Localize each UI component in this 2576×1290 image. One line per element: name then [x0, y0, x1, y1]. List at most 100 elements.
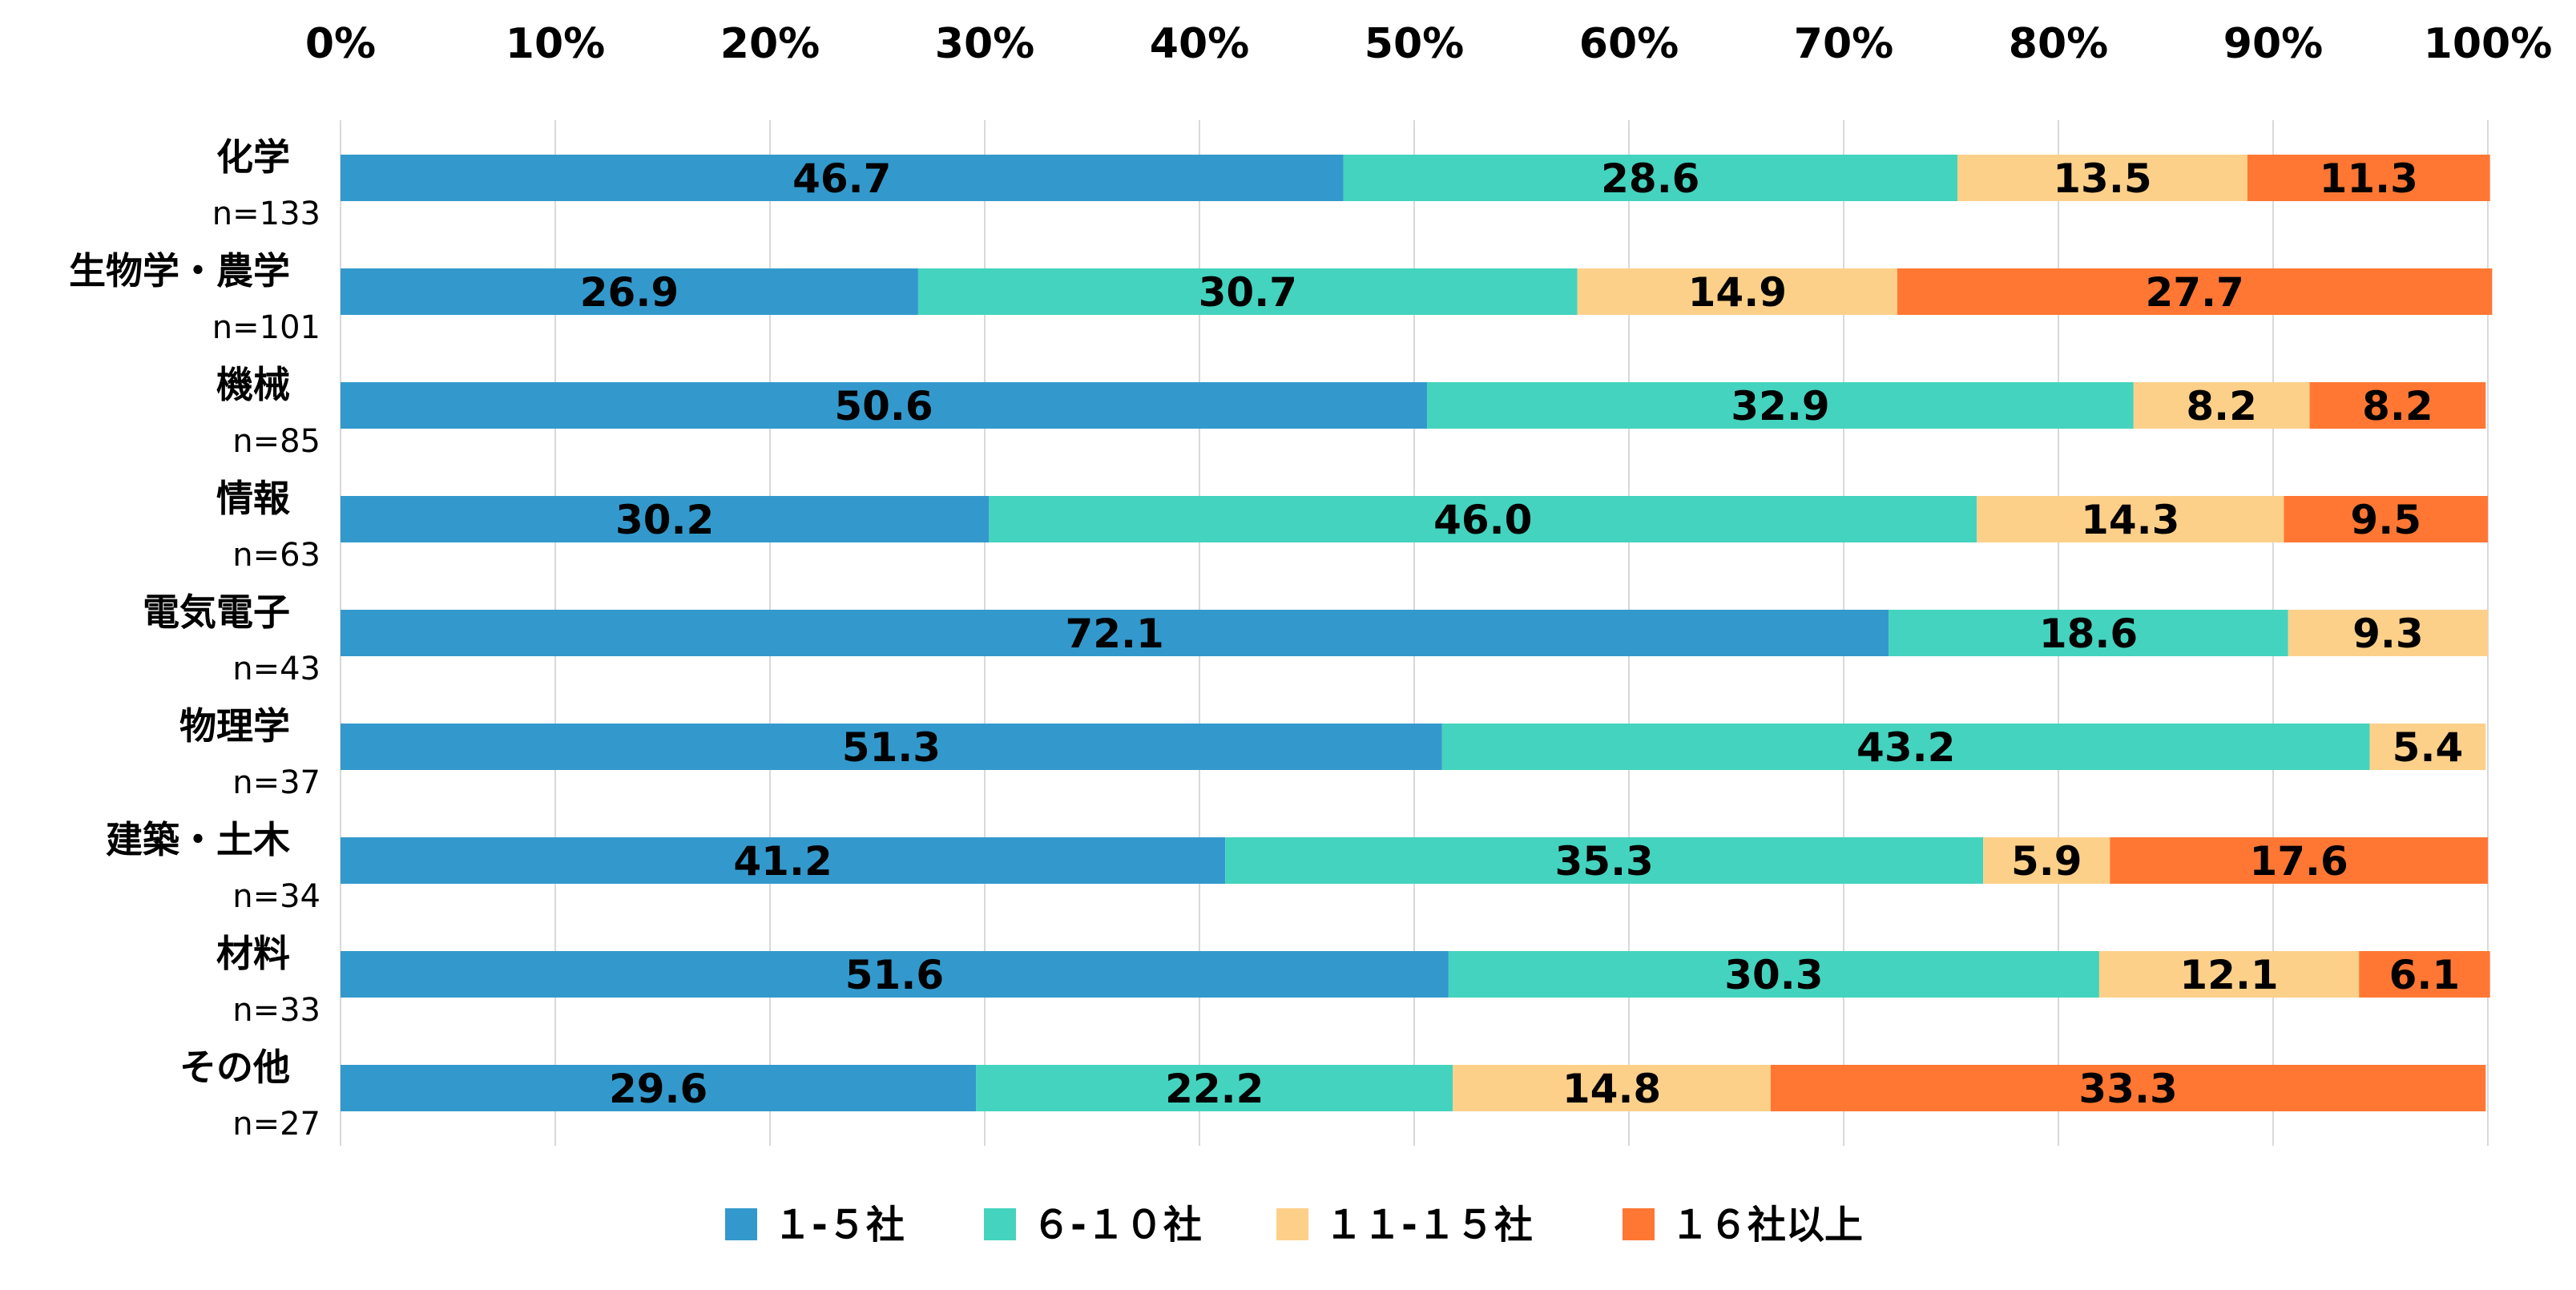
- x-tick-label: 50%: [1365, 20, 1464, 68]
- category-label: 機械: [216, 363, 290, 406]
- data-label: 41.2: [733, 838, 832, 885]
- x-tick-label: 0%: [305, 20, 376, 68]
- data-label: 18.6: [2039, 611, 2138, 657]
- x-tick-label: 60%: [1579, 20, 1679, 68]
- category-label: 建築・土木: [106, 818, 290, 861]
- bar-segment: [341, 155, 1344, 201]
- data-label: 51.6: [845, 952, 944, 998]
- legend-swatch: [984, 1208, 1016, 1240]
- bar-segment: [1770, 1065, 2486, 1111]
- data-label: 14.3: [2081, 497, 2179, 543]
- legend-label: １１-１５社: [1324, 1203, 1533, 1248]
- bar-segment: [341, 610, 1889, 656]
- bar-segment: [976, 1065, 1453, 1111]
- bar-segment: [1957, 155, 2247, 201]
- x-axis-tick-labels: 0% 10% 20% 30% 40% 50% 60% 70% 80% 90% 100%: [305, 20, 2552, 68]
- bar-segment: [917, 268, 1578, 315]
- legend-label: ６-１０社: [1032, 1203, 1202, 1248]
- data-label: 33.3: [2078, 1066, 2177, 1112]
- legend-label: １-５社: [773, 1203, 905, 1248]
- data-label: 5.9: [2011, 838, 2082, 885]
- category-label: 情報: [216, 477, 290, 520]
- data-label: 46.7: [792, 155, 891, 202]
- bar-segment: [1448, 951, 2099, 998]
- bar-segment: [341, 837, 1226, 884]
- data-label: 27.7: [2145, 269, 2243, 316]
- bar-segment: [1977, 496, 2284, 542]
- category-sample-size: n=27: [232, 1106, 320, 1143]
- data-label: 72.1: [1065, 611, 1163, 657]
- data-label: 9.3: [2352, 611, 2424, 657]
- data-label: 30.3: [1724, 952, 1823, 998]
- data-label: 51.3: [842, 724, 941, 771]
- category-label: 材料: [216, 932, 290, 975]
- bar-segment: [341, 268, 918, 315]
- data-label: 22.2: [1165, 1066, 1264, 1112]
- x-tick-label: 20%: [720, 20, 820, 68]
- data-label: 6.1: [2389, 952, 2461, 998]
- bar-segment: [2247, 155, 2490, 201]
- category-sample-size: n=43: [232, 651, 320, 687]
- category-label: 生物学・農学: [69, 249, 290, 292]
- data-label: 46.0: [1433, 497, 1532, 543]
- bar-segment: [341, 1065, 977, 1111]
- bar-segment: [2284, 496, 2488, 542]
- category-sample-size: n=33: [232, 992, 320, 1029]
- category-sample-size: n=85: [232, 423, 320, 460]
- data-label: 9.5: [2350, 497, 2421, 543]
- x-tick-label: 90%: [2223, 20, 2323, 68]
- category-label: その他: [179, 1046, 290, 1089]
- bar-segment: [1453, 1065, 1771, 1111]
- x-tick-label: 30%: [935, 20, 1034, 68]
- category-label: 化学: [216, 135, 290, 179]
- legend: １-５社 ６-１０社 １１-１５社 １６社以上: [725, 1203, 1863, 1248]
- data-label: 30.7: [1199, 269, 1297, 316]
- data-label: 30.2: [615, 497, 714, 543]
- bar-segment: [2098, 951, 2360, 998]
- category-sample-size: n=63: [232, 537, 320, 574]
- bar-segment: [2110, 837, 2488, 884]
- data-label: 13.5: [2053, 155, 2151, 202]
- x-tick-label: 80%: [2009, 20, 2108, 68]
- data-label: 5.4: [2393, 724, 2464, 771]
- data-label: 50.6: [834, 383, 933, 429]
- x-tick-label: 10%: [506, 20, 605, 68]
- data-label: 12.1: [2179, 952, 2278, 998]
- bar-segment: [341, 382, 1428, 429]
- data-label: 8.2: [2362, 383, 2433, 429]
- data-label: 8.2: [2186, 383, 2257, 429]
- bar-segment: [1441, 724, 2370, 770]
- bar-segment: [1225, 837, 1984, 884]
- category-sample-size: n=34: [232, 878, 320, 915]
- category-labels: 化学 n=133 生物学・農学 n=101 機械 n=85 情報 n=63 電気電子 n=43 物理…: [69, 135, 320, 1143]
- x-tick-label: 40%: [1150, 20, 1249, 68]
- legend-swatch: [1276, 1208, 1308, 1240]
- data-label: 14.9: [1688, 269, 1787, 316]
- bar-segment: [1427, 382, 2134, 429]
- data-label: 32.9: [1731, 383, 1829, 429]
- x-tick-label: 70%: [1794, 20, 1893, 68]
- bar-segment: [989, 496, 1977, 542]
- data-label: 14.8: [1562, 1066, 1661, 1112]
- category-sample-size: n=133: [212, 196, 320, 232]
- category-sample-size: n=37: [232, 764, 320, 801]
- category-label: 電気電子: [143, 591, 290, 634]
- legend-swatch: [725, 1208, 757, 1240]
- category-sample-size: n=101: [212, 309, 320, 346]
- bar-segment: [2359, 951, 2490, 998]
- bar-segment: [1983, 837, 2110, 884]
- bars: 46.7 28.6 13.5 11.3 26.9 30.7 14.9 27.7 50.6 32.9…: [341, 155, 2493, 1112]
- bar-segment: [1577, 268, 1897, 315]
- legend-swatch: [1623, 1208, 1655, 1240]
- bar-segment: [2288, 610, 2488, 656]
- x-tick-label: 100%: [2424, 20, 2553, 68]
- legend-label: １６社以上: [1671, 1203, 1863, 1248]
- data-label: 28.6: [1601, 155, 1699, 202]
- bar-segment: [2133, 382, 2310, 429]
- bar-segment: [341, 496, 990, 542]
- data-label: 11.3: [2320, 155, 2418, 202]
- bar-segment: [2309, 382, 2486, 429]
- category-label: 物理学: [179, 704, 290, 748]
